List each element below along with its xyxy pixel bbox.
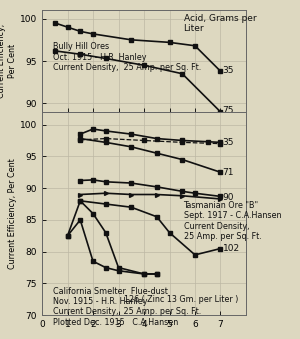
Text: Tasmanian Ore "B"
Sept. 1917 - C.A.Hansen
Current Density,
25 Amp. per Sq. Ft.: Tasmanian Ore "B" Sept. 1917 - C.A.Hanse…	[184, 201, 281, 241]
Text: Bully Hill Ores
Oct. 1915 - H.R. Hanley
Current Density,  25 Amp. per Sq. Ft.: Bully Hill Ores Oct. 1915 - H.R. Hanley …	[53, 42, 202, 72]
Text: 90: 90	[223, 193, 234, 202]
Text: 75: 75	[223, 106, 234, 115]
Y-axis label: Current Efficiency,
Per Cent: Current Efficiency, Per Cent	[0, 24, 17, 98]
Text: 126 ( Zinc 13 Gm. per Liter ): 126 ( Zinc 13 Gm. per Liter )	[124, 295, 238, 304]
Text: California Smelter  Flue-dust
Nov. 1915 - H.R. Hanley
Current Density,  25 Amp. : California Smelter Flue-dust Nov. 1915 -…	[53, 287, 202, 327]
Y-axis label: Current Efficiency, Per Cent: Current Efficiency, Per Cent	[8, 158, 17, 269]
Text: Acid, Grams per
Liter: Acid, Grams per Liter	[184, 14, 256, 33]
Text: 71: 71	[223, 168, 234, 177]
Text: 102: 102	[223, 244, 240, 253]
Text: 35: 35	[223, 138, 234, 147]
Text: 35: 35	[223, 66, 234, 75]
